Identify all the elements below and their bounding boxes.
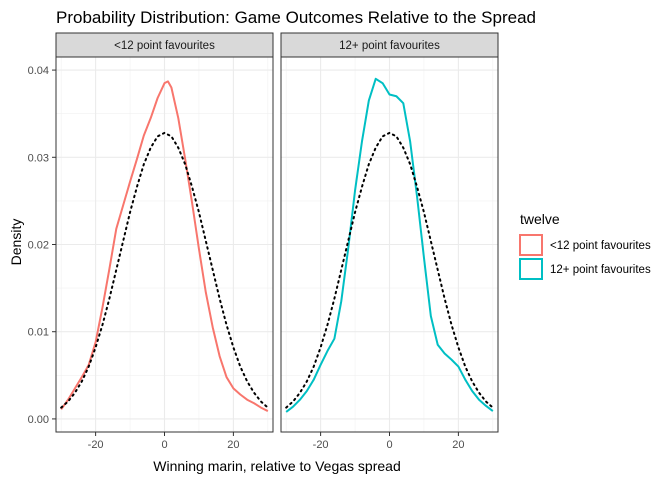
normal-reference-line xyxy=(285,131,494,409)
legend-key xyxy=(519,234,543,256)
facet-strip-label: 12+ point favourites xyxy=(339,40,440,52)
legend-key xyxy=(519,258,543,280)
grid xyxy=(56,57,273,432)
y-tick-label: 0.04 xyxy=(28,65,49,77)
y-axis-title: Density xyxy=(8,219,24,266)
y-axis: 0.00 0.01 0.02 0.03 0.04 xyxy=(28,65,56,426)
facet-strip-label: <12 point favourites xyxy=(114,40,215,52)
grid xyxy=(281,57,498,432)
panel-1: 12+ point favourites -20 0 20 xyxy=(280,32,499,451)
legend-entry: <12 point favourites xyxy=(519,234,651,256)
legend-label: <12 point favourites xyxy=(550,240,651,252)
x-tick-label: 20 xyxy=(452,439,464,451)
density-line xyxy=(60,80,269,412)
x-tick-label: 0 xyxy=(386,439,392,451)
y-tick-label: 0.01 xyxy=(28,327,49,339)
legend-entry: 12+ point favourites xyxy=(519,258,651,280)
normal-reference-line xyxy=(60,131,269,409)
facet-strip xyxy=(55,32,274,58)
x-tick-label: 20 xyxy=(227,439,239,451)
legend: twelve <12 point favourites 12+ point fav… xyxy=(519,211,651,280)
y-tick-label: 0.03 xyxy=(28,152,49,164)
legend-label: 12+ point favourites xyxy=(550,264,651,276)
x-tick-label: 0 xyxy=(161,439,167,451)
facet-strip xyxy=(280,32,499,58)
density-line xyxy=(285,77,494,413)
legend-entries: <12 point favourites 12+ point favourites xyxy=(519,234,651,280)
chart-title: Probability Distribution: Game Outcomes … xyxy=(56,8,536,27)
x-tick-label: -20 xyxy=(88,439,104,451)
y-tick-label: 0.02 xyxy=(28,240,49,252)
x-axis-title: Winning marin, relative to Vegas spread xyxy=(153,458,400,474)
panel-0: <12 point favourites -20 0 20 xyxy=(55,32,274,451)
y-tick-label: 0.00 xyxy=(28,414,49,426)
x-tick-label: -20 xyxy=(313,439,329,451)
legend-title: twelve xyxy=(520,211,560,227)
